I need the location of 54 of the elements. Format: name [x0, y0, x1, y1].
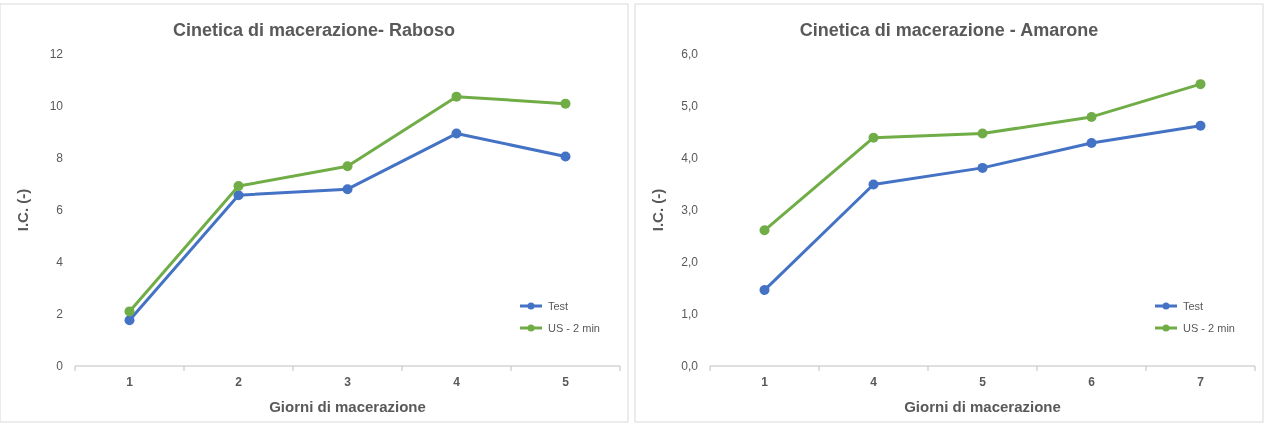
legend-label: Test [1183, 300, 1204, 312]
y-tick-label: 3,0 [681, 203, 699, 217]
x-tick-label: 7 [1197, 375, 1205, 389]
point [560, 98, 571, 109]
chart-title: Cinetica di macerazione- Raboso [172, 20, 456, 40]
x-tick-label: 5 [979, 375, 987, 389]
y-tick-label: 5,0 [681, 99, 699, 113]
y-tick-label: 6,0 [681, 47, 699, 61]
x-tick-label: 3 [344, 375, 352, 389]
y-tick-label: 12 [49, 47, 64, 61]
y-tick-label: 1,0 [681, 307, 699, 321]
x-tick-label: 4 [870, 375, 878, 389]
point [977, 128, 988, 139]
x-tick-label: 5 [562, 375, 570, 389]
point [342, 161, 353, 172]
point [233, 181, 244, 192]
point [451, 91, 462, 102]
point [124, 315, 135, 326]
y-tick-label: 2,0 [681, 255, 699, 269]
y-tick-label: 10 [49, 99, 64, 113]
y-tick-label: 8 [56, 151, 64, 165]
point [342, 184, 353, 195]
x-tick-label: 2 [235, 375, 243, 389]
point [759, 285, 770, 296]
x-tick-label: 4 [453, 375, 461, 389]
x-tick-label: 1 [126, 375, 134, 389]
chart-title: Cinetica di macerazione - Amarone [799, 20, 1099, 40]
point [560, 151, 571, 162]
y-tick-label: 4 [56, 255, 64, 269]
legend-label: Test [548, 300, 569, 312]
y-tick-label: 4,0 [681, 151, 699, 165]
legend-label: US - 2 min [548, 322, 600, 334]
point [977, 162, 988, 173]
point [451, 128, 462, 139]
x-tick-label: 6 [1088, 375, 1096, 389]
point [759, 225, 770, 236]
point [124, 306, 135, 317]
point [1195, 120, 1206, 131]
point [233, 190, 244, 201]
y-tick-label: 2 [56, 307, 64, 321]
y-tick-label: 6 [56, 203, 64, 217]
x-axis-title: Giorni di macerazione [904, 398, 1061, 415]
point [1086, 137, 1097, 148]
y-axis-title: I.C. (-) [649, 188, 666, 232]
x-axis-title: Giorni di macerazione [269, 398, 426, 415]
y-tick-label: 0,0 [681, 359, 699, 373]
y-tick-label: 0 [56, 359, 64, 373]
point [1086, 111, 1097, 122]
y-axis-title: I.C. (-) [14, 188, 31, 232]
legend-label: US - 2 min [1183, 322, 1235, 334]
point [868, 179, 879, 190]
x-tick-label: 1 [761, 375, 769, 389]
point [1195, 79, 1206, 90]
point [868, 132, 879, 143]
